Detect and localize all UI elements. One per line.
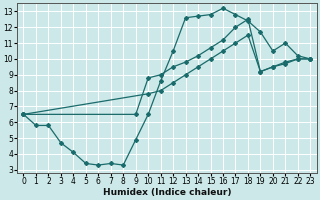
X-axis label: Humidex (Indice chaleur): Humidex (Indice chaleur) (103, 188, 231, 197)
